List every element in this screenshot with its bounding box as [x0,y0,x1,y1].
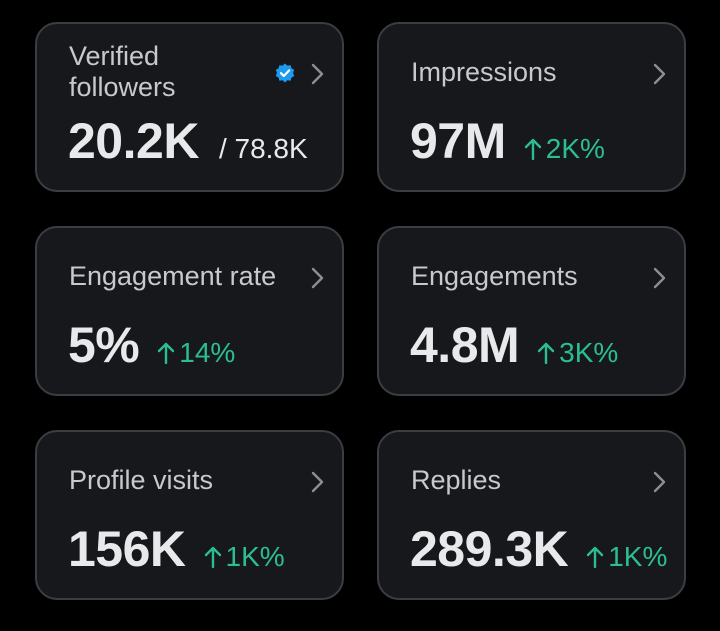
metric-value-row: 156K 1K% [68,520,285,578]
chevron-right-icon [311,471,324,493]
metric-value-row: 4.8M 3K% [410,316,618,374]
metric-delta-value: 1K% [608,541,668,572]
metric-label: Verified followers [69,41,176,102]
metric-total: / 78.8K [218,133,308,164]
metric-value: 20.2K [68,113,199,169]
metric-value: 4.8M [410,317,520,373]
metric-delta-value: 3K% [559,337,619,368]
metric-delta: 1K% [204,541,285,573]
metric-delta: 14% [157,337,235,369]
metric-value: 5% [68,317,140,373]
arrow-up-icon [158,342,175,365]
metric-delta-value: 1K% [225,541,285,572]
metric-value-row: 97M 2K% [410,112,605,170]
metric-label: Profile visits [69,465,214,495]
arrow-up-icon [524,138,541,161]
chevron-right-icon [311,267,324,289]
metric-value-row: 20.2K / 78.8K [68,112,308,170]
chevron-right-icon [311,63,324,85]
metric-card-profile-visits[interactable]: Profile visits 156K 1K% [35,430,344,600]
metric-label: Engagements [411,261,578,291]
metric-value: 289.3K [410,521,569,577]
chevron-right-icon [653,471,666,493]
chevron-right-icon [653,63,666,85]
metric-value-row: 289.3K 1K% [410,520,667,578]
metric-card-verified-followers[interactable]: Verified followers 20.2K / 78.8K [35,22,344,192]
metric-delta: 3K% [537,337,618,369]
metric-card-impressions[interactable]: Impressions 97M 2K% [377,22,686,192]
metric-value: 156K [68,521,186,577]
metric-card-engagements[interactable]: Engagements 4.8M 3K% [377,226,686,396]
metric-label: Engagement rate [69,261,277,291]
metric-label: Replies [411,465,502,495]
metric-card-engagement-rate[interactable]: Engagement rate 5% 14% [35,226,344,396]
metric-delta-value: 2K% [545,133,605,164]
metric-delta-value: 14% [179,337,236,368]
arrow-up-icon [204,546,221,569]
arrow-up-icon [537,342,555,365]
metric-delta: 2K% [524,133,605,165]
verified-badge-icon [275,63,295,83]
metric-delta: 1K% [586,541,667,573]
metric-card-replies[interactable]: Replies 289.3K 1K% [377,430,686,600]
metric-label: Impressions [411,57,557,87]
metric-value: 97M [410,113,506,169]
metric-value-row: 5% 14% [68,316,235,374]
chevron-right-icon [653,267,666,289]
arrow-up-icon [587,546,604,569]
